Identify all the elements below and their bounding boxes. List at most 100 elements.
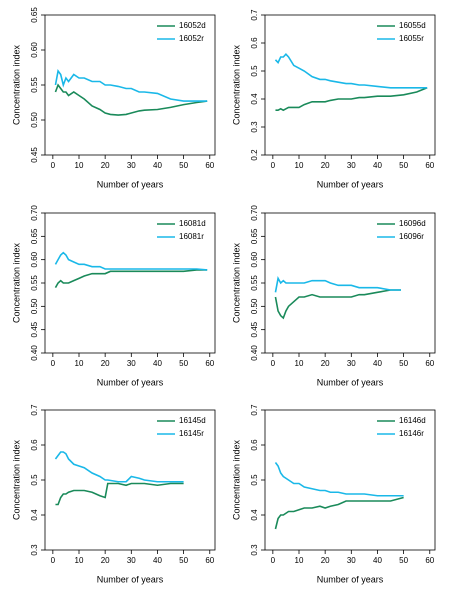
data-line [274, 496, 404, 530]
x-tick-label: 20 [321, 161, 330, 170]
y-tick-label: 0.5 [30, 474, 39, 486]
x-tick-label: 0 [271, 161, 276, 170]
legend-label: 16146r [399, 429, 424, 438]
y-tick-label: 0.65 [250, 228, 259, 244]
x-tick-label: 50 [179, 359, 188, 368]
data-line [54, 269, 208, 289]
data-line [275, 87, 428, 112]
y-tick-label: 0.2 [250, 149, 259, 161]
y-tick-label: 0.70 [30, 205, 39, 221]
x-tick-label: 40 [373, 359, 382, 368]
y-tick-label: 0.7 [250, 404, 259, 416]
x-tick-label: 60 [425, 556, 434, 565]
x-tick-label: 30 [127, 359, 136, 368]
y-tick-label: 0.55 [30, 275, 39, 291]
y-tick-label: 0.40 [250, 345, 259, 361]
x-tick-label: 60 [425, 161, 434, 170]
y-tick-label: 0.5 [250, 474, 259, 486]
x-tick-label: 60 [205, 556, 214, 565]
y-tick-label: 0.50 [30, 112, 39, 128]
x-tick-label: 10 [295, 556, 304, 565]
x-tick-label: 20 [321, 556, 330, 565]
y-tick-label: 0.60 [250, 251, 259, 267]
y-tick-label: 0.65 [30, 228, 39, 244]
y-tick-label: 0.60 [30, 251, 39, 267]
legend-label: 16081r [179, 232, 204, 241]
legend-label: 16081d [179, 219, 206, 228]
y-tick-label: 0.50 [250, 298, 259, 314]
x-tick-label: 0 [51, 556, 56, 565]
y-axis-title: Concentration index [231, 242, 241, 323]
y-axis-title: Concentration index [231, 439, 241, 520]
x-tick-label: 10 [295, 161, 304, 170]
y-tick-label: 0.45 [30, 321, 39, 337]
data-line [54, 451, 184, 483]
x-tick-label: 40 [153, 161, 162, 170]
x-tick-label: 30 [127, 161, 136, 170]
y-tick-label: 0.3 [250, 544, 259, 556]
x-axis-title: Number of years [317, 377, 384, 387]
x-tick-label: 10 [295, 359, 304, 368]
y-tick-label: 0.4 [30, 509, 39, 521]
x-tick-label: 20 [321, 359, 330, 368]
y-tick-label: 0.5 [250, 65, 259, 77]
x-tick-label: 40 [153, 359, 162, 368]
x-tick-label: 40 [373, 556, 382, 565]
y-tick-label: 0.4 [250, 509, 259, 521]
y-tick-label: 0.60 [30, 42, 39, 58]
legend-label: 16052r [179, 34, 204, 43]
y-tick-label: 0.7 [30, 404, 39, 416]
x-axis-title: Number of years [97, 377, 164, 387]
y-tick-label: 0.65 [30, 7, 39, 23]
y-tick-label: 0.7 [250, 9, 259, 21]
y-tick-label: 0.6 [30, 439, 39, 451]
y-tick-label: 0.45 [30, 147, 39, 163]
x-tick-label: 50 [399, 556, 408, 565]
x-tick-label: 50 [399, 359, 408, 368]
y-tick-label: 0.40 [30, 345, 39, 361]
legend-label: 16145d [179, 416, 206, 425]
legend-label: 16096r [399, 232, 424, 241]
x-tick-label: 40 [373, 161, 382, 170]
legend-label: 16145r [179, 429, 204, 438]
x-tick-label: 20 [101, 161, 110, 170]
x-axis-title: Number of years [317, 574, 384, 584]
legend-label: 16146d [399, 416, 426, 425]
y-tick-label: 0.6 [250, 439, 259, 451]
y-tick-label: 0.55 [250, 275, 259, 291]
y-tick-label: 0.50 [30, 298, 39, 314]
x-tick-label: 30 [347, 556, 356, 565]
x-tick-label: 20 [101, 359, 110, 368]
legend-label: 16055r [399, 34, 424, 43]
legend-label: 16052d [179, 21, 206, 30]
data-line [54, 83, 208, 116]
x-tick-label: 50 [399, 161, 408, 170]
x-tick-label: 40 [153, 556, 162, 565]
x-tick-label: 20 [101, 556, 110, 565]
y-tick-label: 0.3 [250, 121, 259, 133]
x-tick-label: 60 [205, 161, 214, 170]
data-line [54, 69, 208, 102]
x-tick-label: 0 [271, 556, 276, 565]
x-tick-label: 10 [75, 359, 84, 368]
data-line [54, 251, 208, 271]
data-line [274, 462, 404, 497]
legend-label: 16096d [399, 219, 426, 228]
y-tick-label: 0.55 [30, 77, 39, 93]
x-tick-label: 0 [51, 359, 56, 368]
x-tick-label: 30 [347, 161, 356, 170]
y-tick-label: 0.3 [30, 544, 39, 556]
legend-label: 16055d [399, 21, 426, 30]
x-tick-label: 30 [347, 359, 356, 368]
y-tick-label: 0.70 [250, 205, 259, 221]
x-tick-label: 0 [51, 161, 56, 170]
x-tick-label: 30 [127, 556, 136, 565]
x-axis-title: Number of years [97, 574, 164, 584]
y-tick-label: 0.6 [250, 37, 259, 49]
y-tick-label: 0.45 [250, 321, 259, 337]
x-axis-title: Number of years [317, 179, 384, 189]
x-tick-label: 60 [425, 359, 434, 368]
y-tick-label: 0.4 [250, 93, 259, 105]
data-line [274, 289, 401, 320]
